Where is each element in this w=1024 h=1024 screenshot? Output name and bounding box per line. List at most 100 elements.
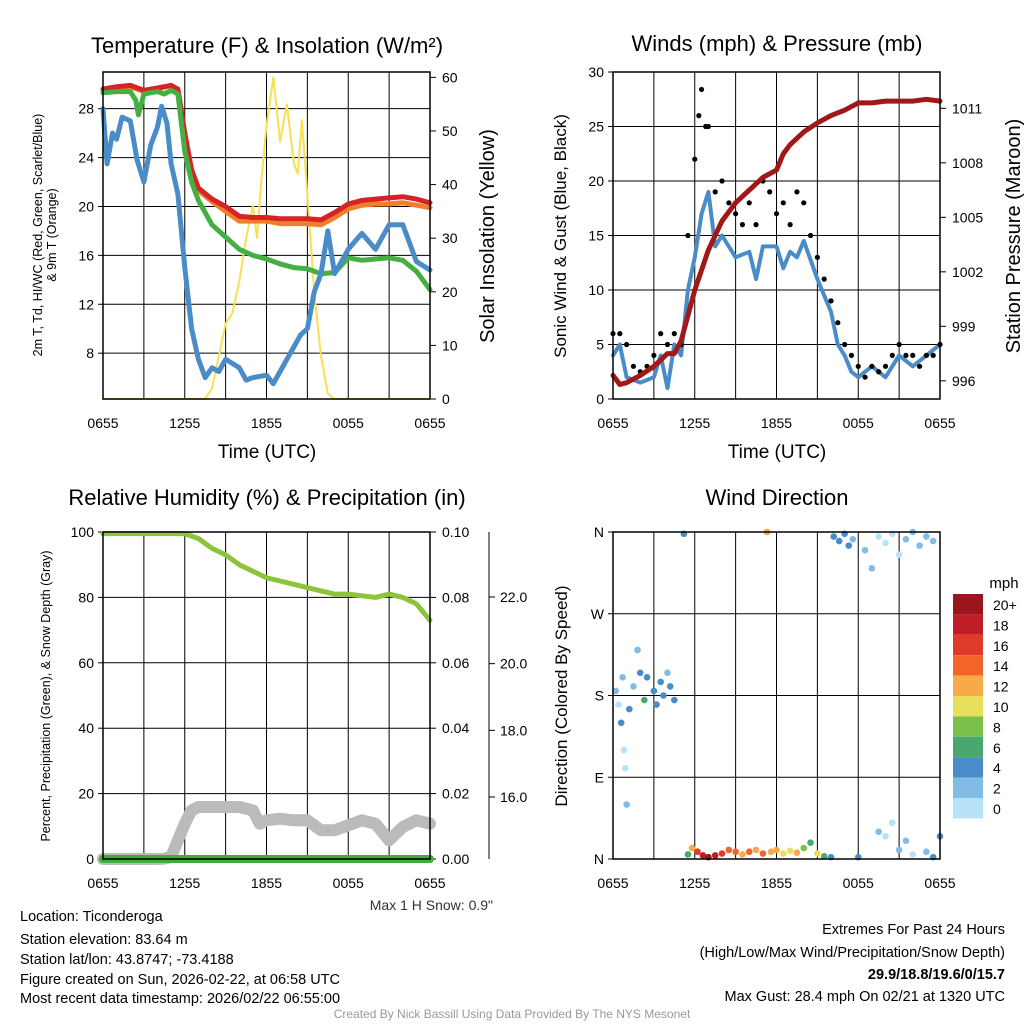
y2-tick-label: 1005 xyxy=(952,209,983,225)
x-tick-label: 0655 xyxy=(414,875,445,891)
gust-point xyxy=(746,200,752,206)
snow-tick-label: 16.0 xyxy=(500,789,527,805)
wind-direction-point xyxy=(711,852,719,859)
y2-tick-label: 1011 xyxy=(952,100,982,116)
y-tick-label: 5 xyxy=(596,337,604,353)
y-tick-label: 60 xyxy=(78,655,94,671)
wind-direction-point xyxy=(849,535,857,543)
y2-tick-label: 20 xyxy=(442,284,458,300)
y2-tick-label: 0.06 xyxy=(442,655,469,671)
y-tick-label: 8 xyxy=(86,345,94,361)
plot-frame xyxy=(102,71,431,400)
colorbar-swatch xyxy=(953,736,983,758)
credit-text: Created By Nick Bassill Using Data Provi… xyxy=(334,1007,691,1021)
x-tick-label: 0655 xyxy=(87,415,118,431)
y2-tick-label: 10 xyxy=(442,337,458,353)
gust-point xyxy=(910,352,916,358)
gust-point xyxy=(916,363,923,369)
solar-insolation-line xyxy=(102,76,431,400)
max-gust-text: Max Gust: 28.4 mph On 02/21 at 1320 UTC xyxy=(725,989,1005,1005)
wind-direction-point xyxy=(835,537,843,545)
relative-humidity-line xyxy=(100,531,433,623)
wind-direction-point xyxy=(773,846,780,854)
colorbar-title: mph xyxy=(989,575,1018,592)
wind-direction-point xyxy=(694,848,701,856)
colorbar-swatch xyxy=(953,655,983,676)
y-tick-label: 0 xyxy=(596,391,604,407)
y2-tick-label: 999 xyxy=(952,318,976,334)
gust-point xyxy=(692,156,698,162)
y-tick-label: 15 xyxy=(588,228,604,244)
gust-point xyxy=(719,178,725,184)
wind-direction-point xyxy=(820,852,828,860)
wind-direction-point xyxy=(664,669,671,677)
wind-direction-point xyxy=(718,850,726,857)
x-tick-label: 1855 xyxy=(761,875,792,891)
winds-ylabel: Sonic Wind & Gust (Blue, Black) xyxy=(551,114,570,358)
gust-point xyxy=(767,189,773,195)
gust-point xyxy=(685,232,691,239)
wind-direction-point xyxy=(916,542,923,549)
wind-direction-point xyxy=(786,847,794,855)
gust-point xyxy=(651,352,657,358)
snow-tick-label: 22.0 xyxy=(500,589,527,605)
x-tick-label: 0655 xyxy=(597,875,628,891)
wind-direction-point xyxy=(688,844,696,852)
colorbar-swatch xyxy=(953,594,983,615)
y-tick-label: N xyxy=(594,524,604,540)
humidity-panel: 0 20 40 60 80 100 0.00 0.02 0.04 0.06 0.08 0.10 16.0… xyxy=(71,524,528,891)
wind-direction-point xyxy=(630,683,637,690)
gust-point xyxy=(855,363,861,369)
wind-direction-point xyxy=(861,546,869,554)
y2-tick-label: 0.00 xyxy=(442,851,469,867)
colorbar-swatch xyxy=(953,777,983,798)
wind-direction-point xyxy=(732,848,739,856)
wind-direction-point xyxy=(882,539,889,547)
x-tick-label: 0655 xyxy=(597,415,628,431)
x-tick-label: 0055 xyxy=(333,415,364,431)
gust-point xyxy=(923,352,929,358)
y-tick-label: 20 xyxy=(78,786,94,802)
gust-point xyxy=(828,298,834,304)
plot-frame xyxy=(102,531,431,860)
dewpoint-line xyxy=(100,103,433,387)
wind-direction-point xyxy=(636,669,644,677)
y-tick-label: 16 xyxy=(78,247,94,263)
max-snow-annotation: Max 1 H Snow: 0.9" xyxy=(370,897,493,913)
wind-direction-ylabel: Direction (Colored By Speed) xyxy=(552,585,571,806)
wind-direction-point xyxy=(793,849,801,856)
wind-direction-point xyxy=(923,848,930,856)
wind-direction-point xyxy=(650,687,658,695)
snow-depth-line xyxy=(97,801,436,865)
gust-point xyxy=(753,222,759,228)
wind-direction-point xyxy=(902,535,910,543)
wind-direction-point xyxy=(619,674,626,681)
y-tick-label: W xyxy=(591,606,605,622)
wind-direction-point xyxy=(634,646,641,654)
y2-tick-label: 0.04 xyxy=(442,720,469,736)
gust-point xyxy=(882,363,889,369)
humidity-ylabel: Percent, Precipitation (Green), & Snow D… xyxy=(39,550,53,841)
wind-direction-point xyxy=(643,674,651,681)
x-tick-label: 0055 xyxy=(333,875,364,891)
gust-point xyxy=(848,352,855,358)
y2-tick-label: 60 xyxy=(442,69,458,85)
hi-wc-line xyxy=(100,87,433,293)
wind-direction-point xyxy=(725,846,733,854)
colorbar-label: 2 xyxy=(993,781,1001,797)
x-tick-label: 1855 xyxy=(251,415,282,431)
wind-direction-point xyxy=(909,851,917,858)
colorbar-label: 8 xyxy=(993,719,1001,735)
wind-direction-point xyxy=(684,851,692,858)
created-text: Figure created on Sun, 2026-02-22, at 06… xyxy=(20,972,340,988)
y2-tick-label: 0.08 xyxy=(442,589,469,605)
gust-point xyxy=(630,363,637,369)
colorbar-label: 18 xyxy=(993,617,1009,633)
wind-direction-point xyxy=(800,844,808,852)
gust-point xyxy=(807,232,814,239)
y-tick-label: 40 xyxy=(78,720,94,736)
gust-point xyxy=(801,200,807,206)
gust-point xyxy=(671,331,677,337)
colorbar-swatch xyxy=(953,798,983,819)
latlon-text: Station lat/lon: 43.8747; -73.4188 xyxy=(20,952,234,968)
